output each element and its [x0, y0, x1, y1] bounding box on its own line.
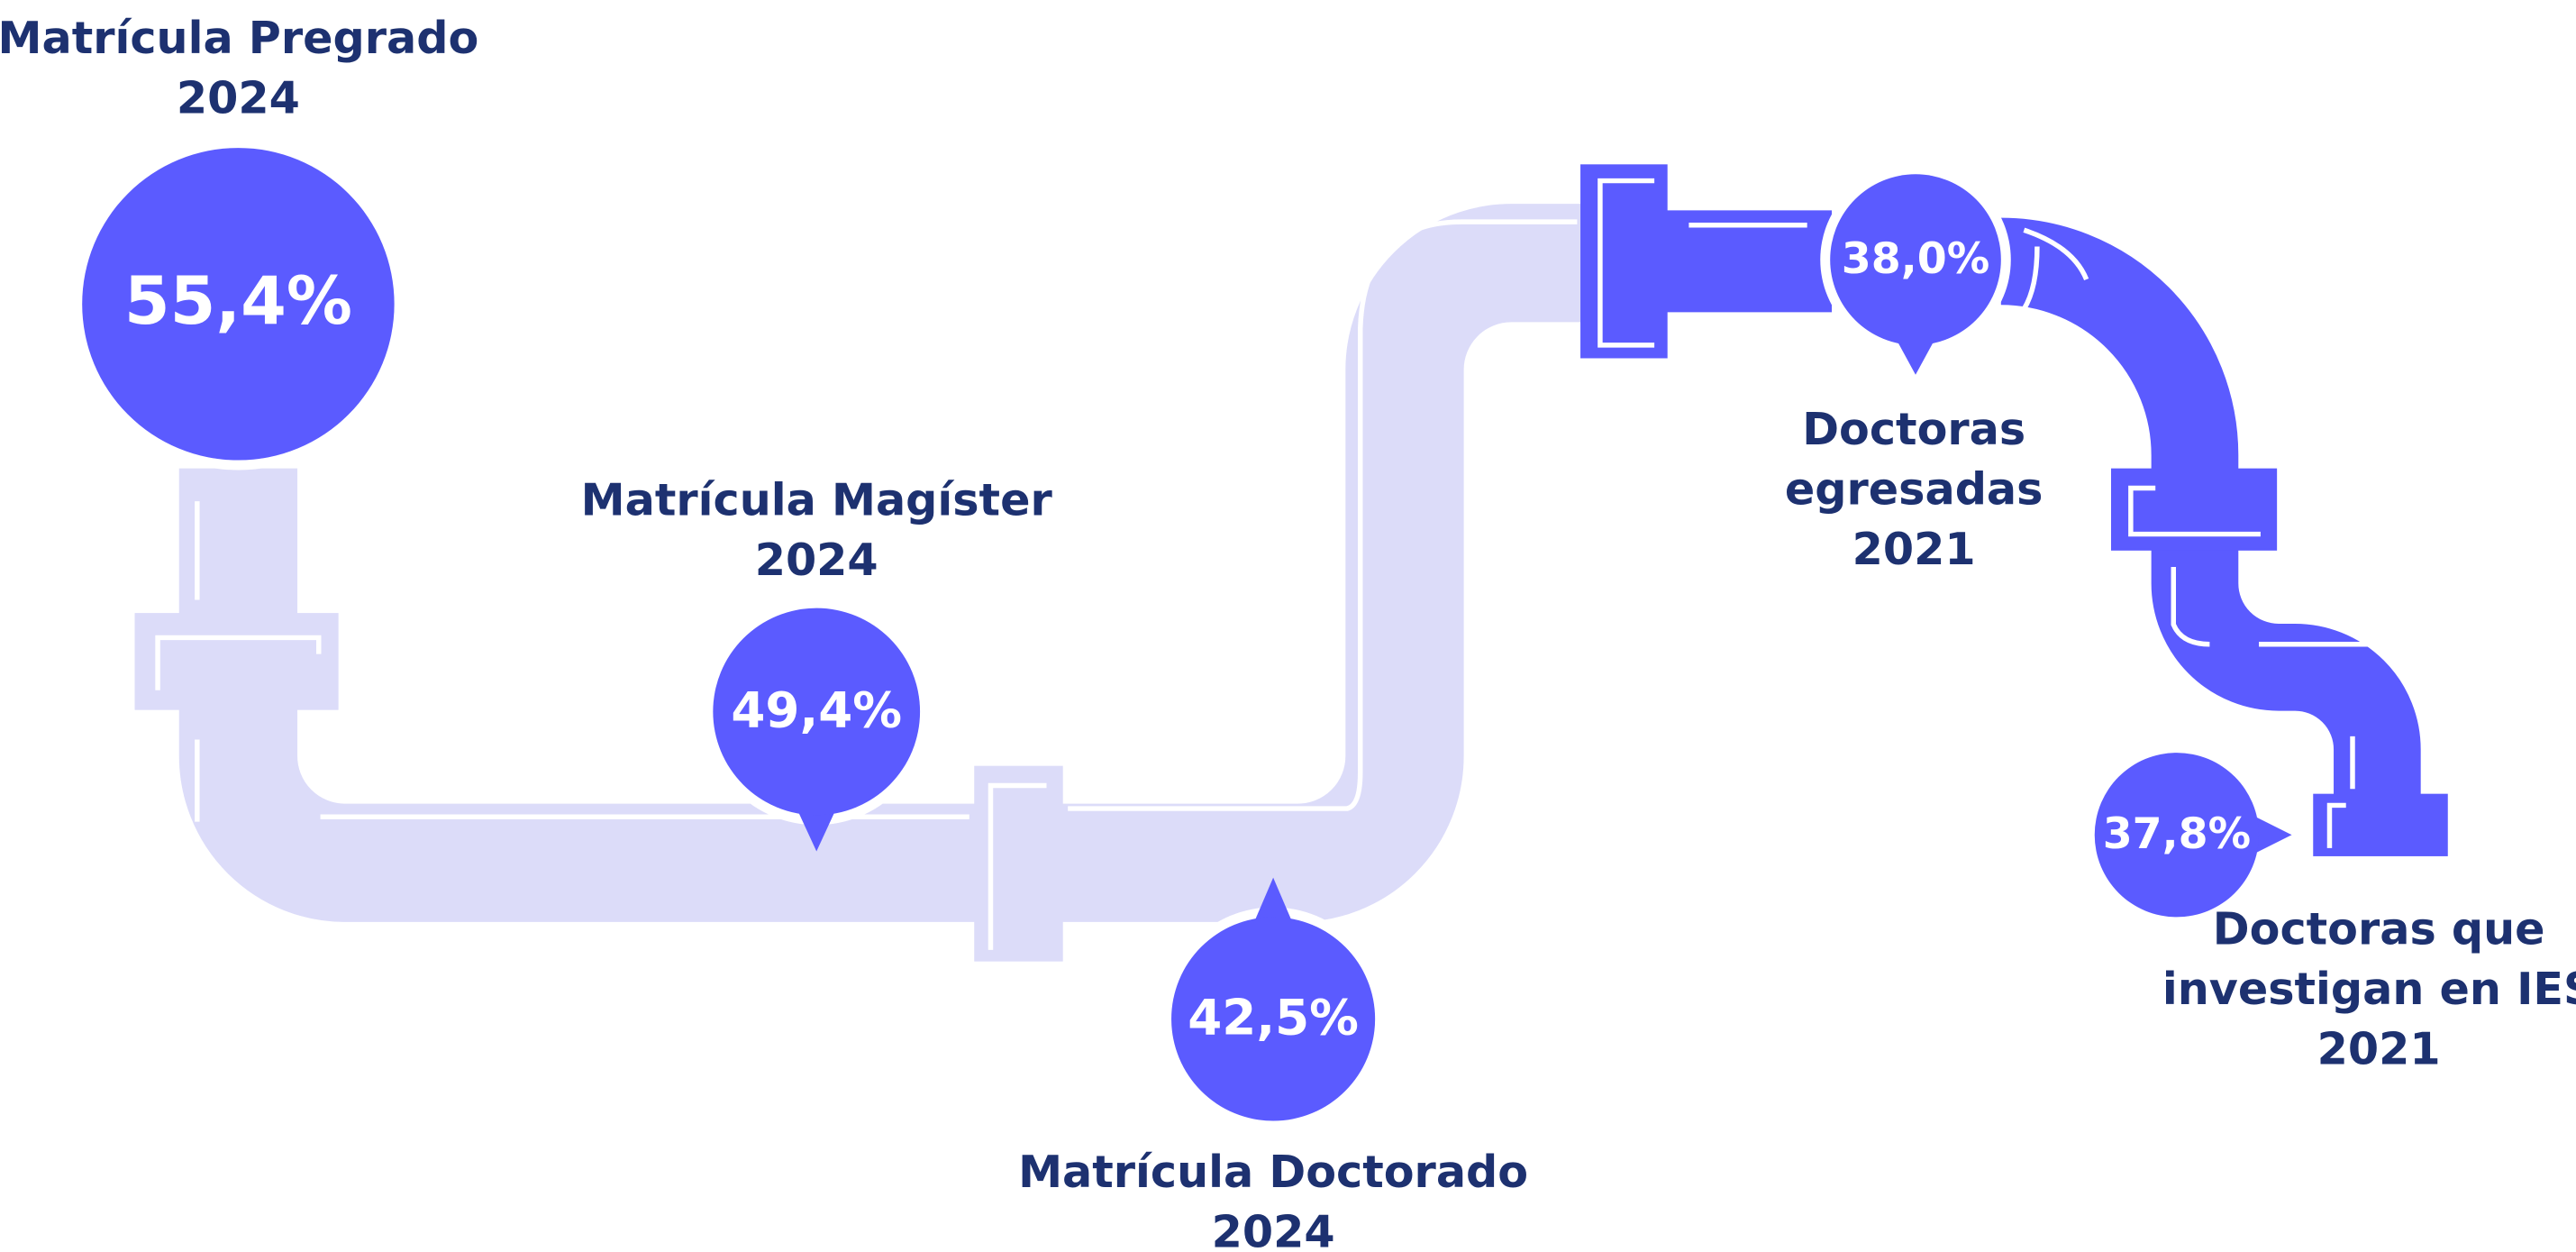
- stage-value: 42,5%: [1188, 988, 1359, 1046]
- stage-label: 2021: [2317, 1022, 2441, 1074]
- stage: 37,8% Doctoras que investigan en IES 2021: [2085, 743, 2576, 1074]
- stage-label: egresadas: [1785, 463, 2044, 516]
- stage-value: 38,0%: [1842, 234, 1989, 284]
- stage-label: Matrícula Doctorado: [1018, 1146, 1528, 1198]
- stage-label: investigan en IES: [2162, 963, 2576, 1015]
- stage-label: 2021: [1852, 523, 1976, 575]
- stage-label: Matrícula Magíster: [581, 473, 1053, 525]
- stage-label: 2024: [755, 534, 878, 586]
- stage-label: 2024: [177, 72, 300, 124]
- stage: 55,4% Matrícula Pregrado 2024: [0, 12, 478, 470]
- pipeline-infographic: 55,4% Matrícula Pregrado 2024 49,4% Matrícul…: [0, 0, 2576, 1252]
- stage-label: Matrícula Pregrado: [0, 12, 478, 64]
- stage-label: 2024: [1212, 1206, 1335, 1252]
- stage-value: 37,8%: [2103, 809, 2251, 859]
- stage-value: 49,4%: [731, 681, 902, 738]
- stage-value: 55,4%: [124, 263, 352, 340]
- page: {"items": [ {"label": ["Matrícula Pregra…: [0, 0, 2576, 1252]
- stage-label: Doctoras: [1802, 403, 2025, 455]
- stage: 42,5% Matrícula Doctorado 2024: [1018, 878, 1528, 1252]
- stage-label: Doctoras que: [2213, 902, 2545, 955]
